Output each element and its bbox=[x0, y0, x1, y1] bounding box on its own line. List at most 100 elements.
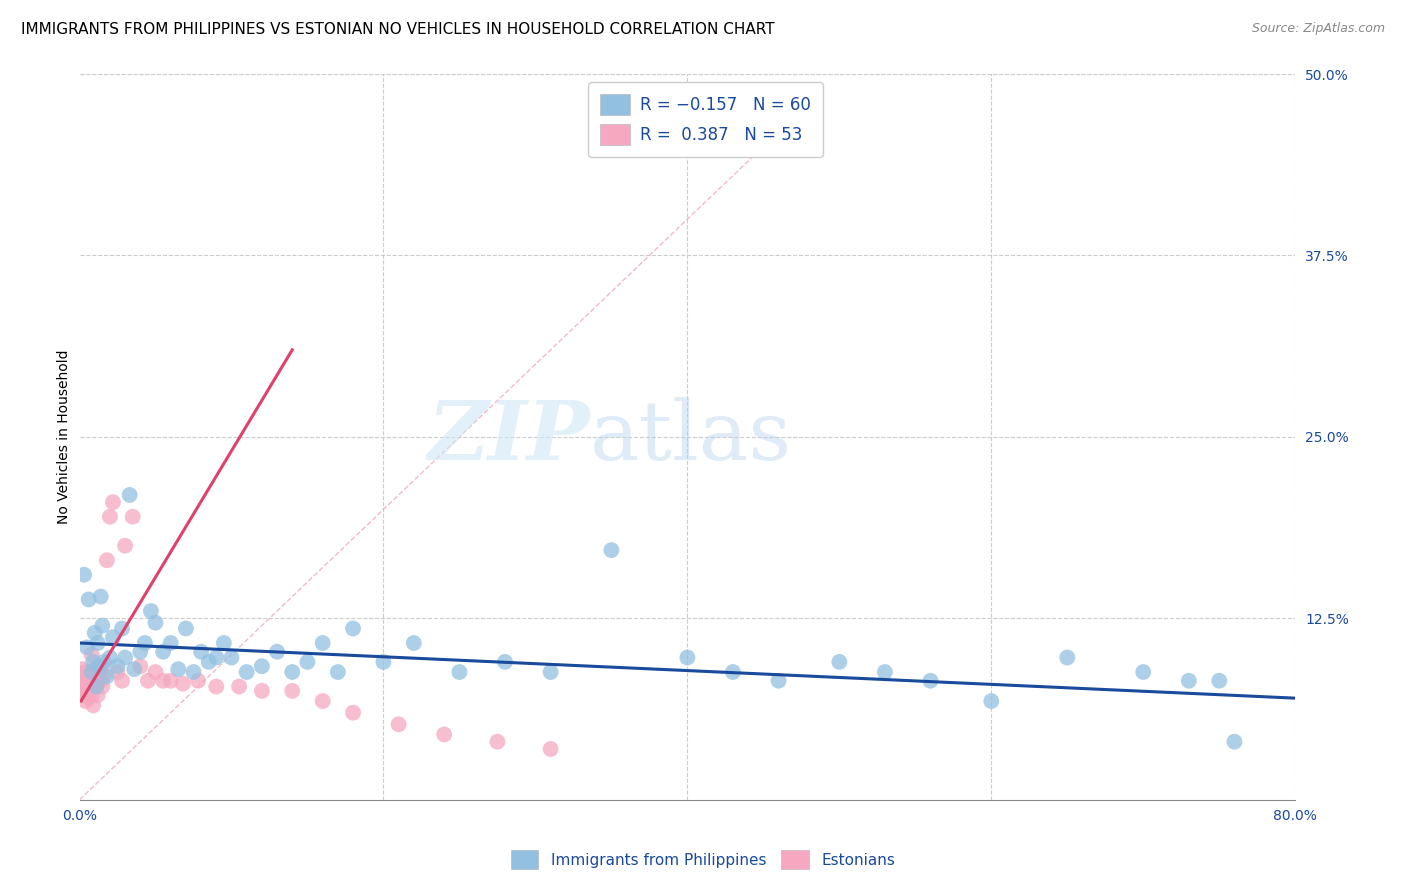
Point bbox=[1056, 650, 1078, 665]
Point bbox=[111, 622, 134, 636]
Point bbox=[174, 622, 197, 636]
Point bbox=[402, 636, 425, 650]
Point bbox=[250, 684, 273, 698]
Point bbox=[920, 673, 942, 688]
Point bbox=[159, 673, 181, 688]
Point bbox=[73, 567, 96, 582]
Point bbox=[83, 662, 105, 676]
Point bbox=[494, 655, 516, 669]
Point bbox=[91, 618, 114, 632]
Point bbox=[187, 673, 209, 688]
Point bbox=[980, 694, 1002, 708]
Point bbox=[79, 669, 101, 683]
Point bbox=[90, 590, 112, 604]
Point bbox=[80, 688, 103, 702]
Point bbox=[72, 662, 94, 676]
Point bbox=[76, 669, 98, 683]
Point bbox=[98, 509, 121, 524]
Point bbox=[129, 659, 152, 673]
Point bbox=[76, 684, 98, 698]
Point bbox=[228, 680, 250, 694]
Point bbox=[676, 650, 699, 665]
Point bbox=[82, 698, 104, 713]
Point bbox=[87, 636, 110, 650]
Point bbox=[73, 688, 96, 702]
Point bbox=[75, 694, 97, 708]
Point bbox=[89, 665, 111, 679]
Point bbox=[87, 669, 110, 683]
Point bbox=[205, 680, 228, 694]
Point bbox=[77, 592, 100, 607]
Point bbox=[72, 680, 94, 694]
Point bbox=[90, 673, 112, 688]
Point bbox=[235, 665, 257, 679]
Point bbox=[1208, 673, 1230, 688]
Point bbox=[111, 673, 134, 688]
Point bbox=[486, 735, 509, 749]
Point bbox=[1178, 673, 1201, 688]
Point bbox=[342, 706, 364, 720]
Point bbox=[129, 645, 152, 659]
Point bbox=[205, 650, 228, 665]
Point bbox=[75, 665, 97, 679]
Point bbox=[873, 665, 896, 679]
Point bbox=[152, 673, 174, 688]
Y-axis label: No Vehicles in Household: No Vehicles in Household bbox=[58, 350, 72, 524]
Point bbox=[540, 742, 562, 756]
Point bbox=[311, 694, 333, 708]
Point bbox=[145, 615, 167, 630]
Point bbox=[70, 669, 93, 683]
Text: Source: ZipAtlas.com: Source: ZipAtlas.com bbox=[1251, 22, 1385, 36]
Point bbox=[183, 665, 205, 679]
Point bbox=[121, 509, 143, 524]
Point bbox=[89, 659, 111, 673]
Point bbox=[388, 717, 411, 731]
Point bbox=[107, 665, 129, 679]
Point bbox=[114, 650, 136, 665]
Point bbox=[373, 655, 395, 669]
Point bbox=[83, 673, 105, 688]
Point bbox=[721, 665, 744, 679]
Text: ZIP: ZIP bbox=[427, 397, 591, 477]
Point bbox=[91, 659, 114, 673]
Point bbox=[98, 650, 121, 665]
Point bbox=[433, 727, 456, 741]
Point bbox=[118, 488, 141, 502]
Point bbox=[139, 604, 162, 618]
Point bbox=[145, 665, 167, 679]
Point bbox=[84, 680, 107, 694]
Point bbox=[152, 645, 174, 659]
Point bbox=[87, 688, 110, 702]
Text: IMMIGRANTS FROM PHILIPPINES VS ESTONIAN NO VEHICLES IN HOUSEHOLD CORRELATION CHA: IMMIGRANTS FROM PHILIPPINES VS ESTONIAN … bbox=[21, 22, 775, 37]
Point bbox=[172, 676, 194, 690]
Point bbox=[212, 636, 235, 650]
Point bbox=[190, 645, 212, 659]
Point bbox=[96, 553, 118, 567]
Point bbox=[159, 636, 181, 650]
Point bbox=[122, 662, 145, 676]
Legend: Immigrants from Philippines, Estonians: Immigrants from Philippines, Estonians bbox=[505, 844, 901, 875]
Point bbox=[107, 659, 129, 673]
Point bbox=[266, 645, 288, 659]
Point bbox=[82, 655, 104, 669]
Point bbox=[93, 655, 115, 669]
Point bbox=[82, 680, 104, 694]
Point bbox=[79, 684, 101, 698]
Point bbox=[281, 684, 304, 698]
Point bbox=[311, 636, 333, 650]
Point bbox=[91, 680, 114, 694]
Point bbox=[221, 650, 243, 665]
Point bbox=[768, 673, 790, 688]
Point bbox=[77, 691, 100, 706]
Point bbox=[84, 680, 107, 694]
Point bbox=[197, 655, 219, 669]
Point bbox=[77, 673, 100, 688]
Point bbox=[84, 665, 107, 679]
Point bbox=[70, 684, 93, 698]
Point bbox=[1223, 735, 1246, 749]
Point bbox=[1132, 665, 1154, 679]
Point bbox=[281, 665, 304, 679]
Point bbox=[73, 673, 96, 688]
Point bbox=[326, 665, 349, 679]
Point bbox=[96, 669, 118, 683]
